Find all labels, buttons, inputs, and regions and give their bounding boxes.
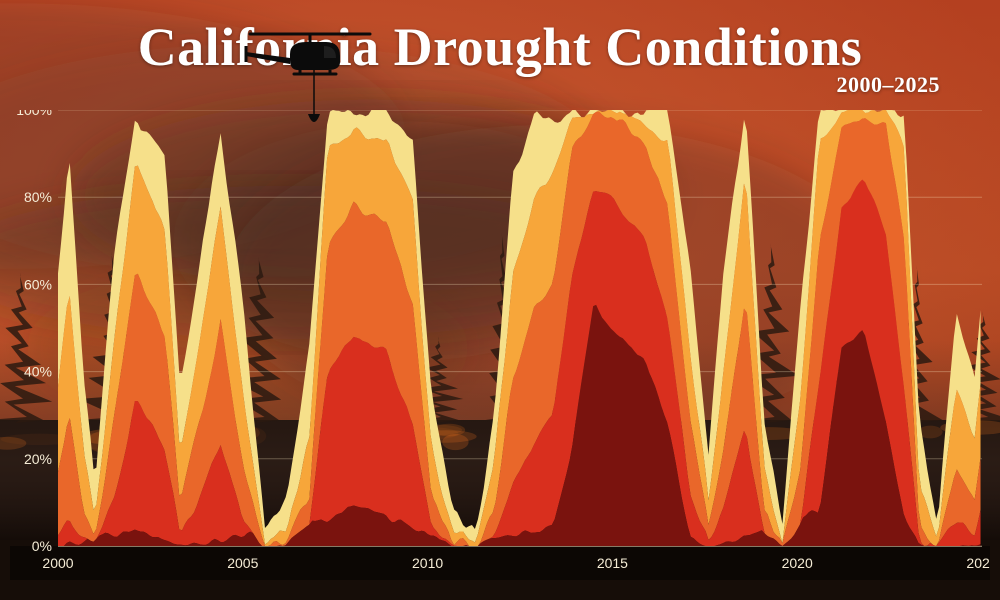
y-tick-label: 40% — [24, 364, 52, 380]
y-tick-label: 0% — [32, 538, 52, 554]
x-tick-label: 2025 — [966, 555, 990, 571]
x-tick-label: 2005 — [227, 555, 258, 571]
x-tick-label: 2015 — [597, 555, 628, 571]
y-tick-label: 80% — [24, 189, 52, 205]
x-tick-label: 2020 — [782, 555, 813, 571]
x-tick-label: 2010 — [412, 555, 443, 571]
chart-title: California Drought Conditions — [0, 20, 1000, 74]
drought-stacked-area-chart: 0% 20% 40% 60% 80% 100% 2000 2005 2010 2015 2020 20… — [10, 110, 990, 580]
y-tick-label: 60% — [24, 276, 52, 292]
x-tick-label: 2000 — [42, 555, 73, 571]
y-tick-label: 100% — [16, 110, 52, 118]
y-tick-label: 20% — [24, 451, 52, 467]
